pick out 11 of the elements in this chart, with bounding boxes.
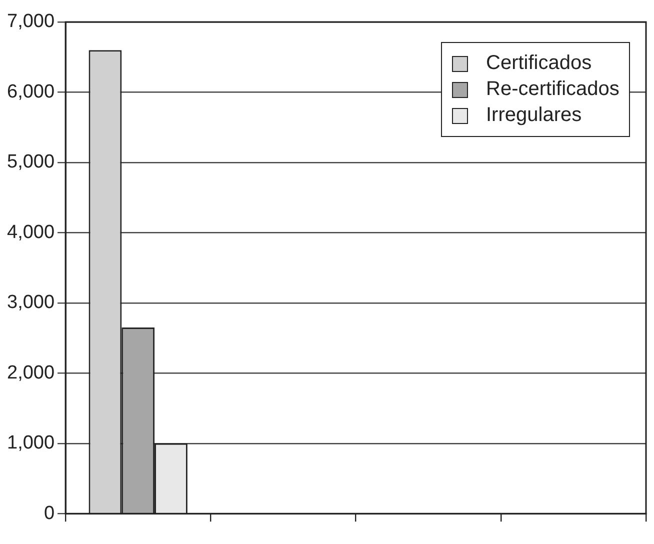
y-tick-label: 4,000 xyxy=(7,222,55,243)
y-tick-label: 5,000 xyxy=(7,152,55,173)
y-tick-label: 2,000 xyxy=(7,362,55,384)
legend-label: Certificados xyxy=(486,52,592,75)
legend-label: Irregulares xyxy=(486,104,582,127)
y-tick-label: 3,000 xyxy=(7,292,55,314)
legend-label: Re-certificados xyxy=(486,78,620,101)
y-tick-label: 6,000 xyxy=(7,81,55,102)
y-tick-label: 1,000 xyxy=(7,432,55,454)
y-tick-label: 0 xyxy=(44,502,55,524)
y-tick-label: 7,000 xyxy=(7,11,55,32)
